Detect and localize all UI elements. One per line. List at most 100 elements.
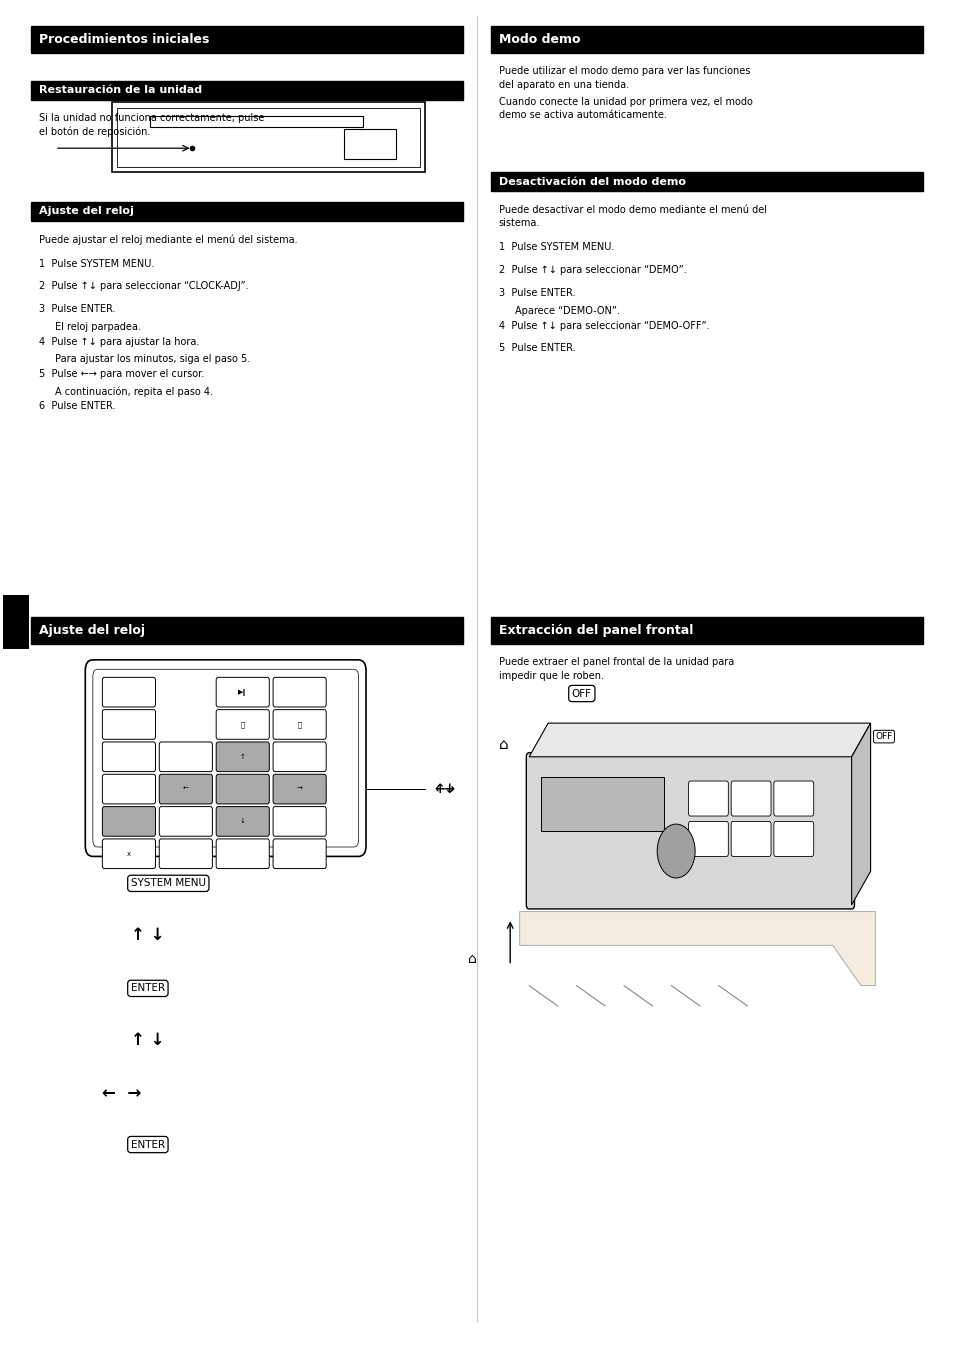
- Text: ↑ ↓: ↑ ↓: [131, 1030, 164, 1049]
- Text: demo se activa automáticamente.: demo se activa automáticamente.: [498, 111, 666, 120]
- FancyBboxPatch shape: [688, 822, 727, 856]
- FancyBboxPatch shape: [102, 677, 155, 707]
- Text: Modo demo: Modo demo: [498, 32, 579, 46]
- FancyBboxPatch shape: [688, 781, 727, 817]
- Text: Puede extraer el panel frontal de la unidad para: Puede extraer el panel frontal de la uni…: [498, 657, 733, 667]
- Text: 5  Pulse ENTER.: 5 Pulse ENTER.: [498, 343, 575, 353]
- Text: ←→: ←→: [434, 783, 455, 795]
- FancyBboxPatch shape: [159, 742, 213, 772]
- Text: Aparece “DEMO-ON”.: Aparece “DEMO-ON”.: [515, 306, 619, 316]
- Text: Para ajustar los minutos, siga el paso 5.: Para ajustar los minutos, siga el paso 5…: [55, 354, 250, 364]
- FancyBboxPatch shape: [216, 710, 269, 740]
- FancyBboxPatch shape: [773, 781, 813, 817]
- Bar: [344, 130, 395, 160]
- FancyBboxPatch shape: [216, 775, 269, 804]
- Bar: [491, 173, 922, 191]
- Text: 1  Pulse SYSTEM MENU.: 1 Pulse SYSTEM MENU.: [498, 242, 614, 253]
- FancyBboxPatch shape: [159, 775, 213, 804]
- Polygon shape: [529, 723, 870, 757]
- Text: Procedimientos iniciales: Procedimientos iniciales: [39, 32, 209, 46]
- Text: OFF: OFF: [571, 688, 591, 699]
- Bar: [540, 777, 663, 831]
- Text: El reloj parpadea.: El reloj parpadea.: [55, 322, 141, 331]
- FancyBboxPatch shape: [273, 840, 326, 868]
- FancyBboxPatch shape: [216, 677, 269, 707]
- Text: 4  Pulse ↑↓ para seleccionar “DEMO-OFF”.: 4 Pulse ↑↓ para seleccionar “DEMO-OFF”.: [498, 320, 709, 330]
- Text: ↓: ↓: [239, 818, 246, 825]
- FancyBboxPatch shape: [102, 775, 155, 804]
- Text: ENTER: ENTER: [131, 983, 165, 994]
- FancyBboxPatch shape: [102, 742, 155, 772]
- Text: ←: ←: [183, 786, 189, 792]
- Text: ⌂: ⌂: [498, 737, 508, 752]
- FancyBboxPatch shape: [773, 822, 813, 856]
- Text: Ajuste del reloj: Ajuste del reloj: [39, 623, 145, 637]
- Text: ←  →: ← →: [102, 1084, 141, 1102]
- FancyBboxPatch shape: [85, 660, 366, 856]
- Text: Desactivación del modo demo: Desactivación del modo demo: [498, 177, 685, 187]
- Text: 6  Pulse ENTER.: 6 Pulse ENTER.: [39, 402, 115, 411]
- Bar: [491, 617, 922, 644]
- FancyBboxPatch shape: [273, 742, 326, 772]
- Text: el botón de reposición.: el botón de reposición.: [39, 127, 150, 137]
- Text: Cuando conecte la unidad por primera vez, el modo: Cuando conecte la unidad por primera vez…: [498, 97, 752, 107]
- Text: Puede ajustar el reloj mediante el menú del sistema.: Puede ajustar el reloj mediante el menú …: [39, 234, 297, 245]
- FancyBboxPatch shape: [526, 753, 854, 909]
- Text: Restauración de la unidad: Restauración de la unidad: [39, 85, 202, 95]
- FancyBboxPatch shape: [273, 710, 326, 740]
- Text: 2  Pulse ↑↓ para seleccionar “DEMO”.: 2 Pulse ↑↓ para seleccionar “DEMO”.: [498, 265, 686, 276]
- Text: Puede desactivar el modo demo mediante el menú del: Puede desactivar el modo demo mediante e…: [498, 204, 766, 215]
- Bar: [491, 26, 922, 53]
- Text: ↑: ↑: [239, 754, 246, 760]
- FancyBboxPatch shape: [102, 840, 155, 868]
- FancyBboxPatch shape: [216, 807, 269, 837]
- FancyBboxPatch shape: [273, 677, 326, 707]
- Text: OFF: OFF: [875, 731, 892, 741]
- Text: 3  Pulse ENTER.: 3 Pulse ENTER.: [498, 288, 575, 299]
- FancyBboxPatch shape: [216, 840, 269, 868]
- FancyBboxPatch shape: [273, 807, 326, 837]
- Text: x: x: [127, 850, 131, 857]
- FancyBboxPatch shape: [102, 710, 155, 740]
- Text: ▶‖: ▶‖: [238, 688, 247, 696]
- Bar: [150, 116, 363, 127]
- Text: ⏮: ⏮: [240, 721, 245, 727]
- Text: Puede utilizar el modo demo para ver las funciones: Puede utilizar el modo demo para ver las…: [498, 66, 749, 76]
- Bar: [31, 81, 462, 100]
- FancyBboxPatch shape: [216, 742, 269, 772]
- Text: ↑ ↓: ↑ ↓: [131, 926, 164, 944]
- Bar: [31, 26, 462, 53]
- FancyBboxPatch shape: [730, 822, 770, 856]
- FancyBboxPatch shape: [92, 669, 358, 846]
- FancyBboxPatch shape: [159, 840, 213, 868]
- Bar: [3, 595, 30, 649]
- Text: Si la unidad no funciona correctamente, pulse: Si la unidad no funciona correctamente, …: [39, 114, 264, 123]
- FancyBboxPatch shape: [159, 807, 213, 837]
- Text: 1  Pulse SYSTEM MENU.: 1 Pulse SYSTEM MENU.: [39, 258, 154, 269]
- Polygon shape: [519, 911, 875, 986]
- Text: 3  Pulse ENTER.: 3 Pulse ENTER.: [39, 304, 115, 315]
- Text: impedir que le roben.: impedir que le roben.: [498, 671, 603, 680]
- Polygon shape: [851, 723, 870, 904]
- Text: 5  Pulse ←→ para mover el cursor.: 5 Pulse ←→ para mover el cursor.: [39, 369, 204, 379]
- Text: sistema.: sistema.: [498, 218, 539, 228]
- Circle shape: [657, 825, 695, 877]
- Bar: [112, 103, 424, 173]
- Text: ⏭: ⏭: [297, 721, 301, 727]
- Text: 4  Pulse ↑↓ para ajustar la hora.: 4 Pulse ↑↓ para ajustar la hora.: [39, 337, 199, 346]
- FancyBboxPatch shape: [102, 807, 155, 837]
- Text: ENTER: ENTER: [131, 1140, 165, 1149]
- Text: ↑↓: ↑↓: [434, 783, 455, 795]
- Bar: [31, 617, 462, 644]
- Text: SYSTEM MENU: SYSTEM MENU: [131, 879, 206, 888]
- Text: Ajuste del reloj: Ajuste del reloj: [39, 207, 133, 216]
- Text: Extracción del panel frontal: Extracción del panel frontal: [498, 623, 693, 637]
- Bar: [116, 108, 419, 168]
- Text: 2  Pulse ↑↓ para seleccionar “CLOCK-ADJ”.: 2 Pulse ↑↓ para seleccionar “CLOCK-ADJ”.: [39, 281, 248, 292]
- Text: del aparato en una tienda.: del aparato en una tienda.: [498, 80, 628, 89]
- FancyBboxPatch shape: [730, 781, 770, 817]
- Text: →: →: [296, 786, 302, 792]
- FancyBboxPatch shape: [273, 775, 326, 804]
- Text: ⌂: ⌂: [467, 952, 476, 965]
- Text: A continuación, repita el paso 4.: A continuación, repita el paso 4.: [55, 387, 213, 397]
